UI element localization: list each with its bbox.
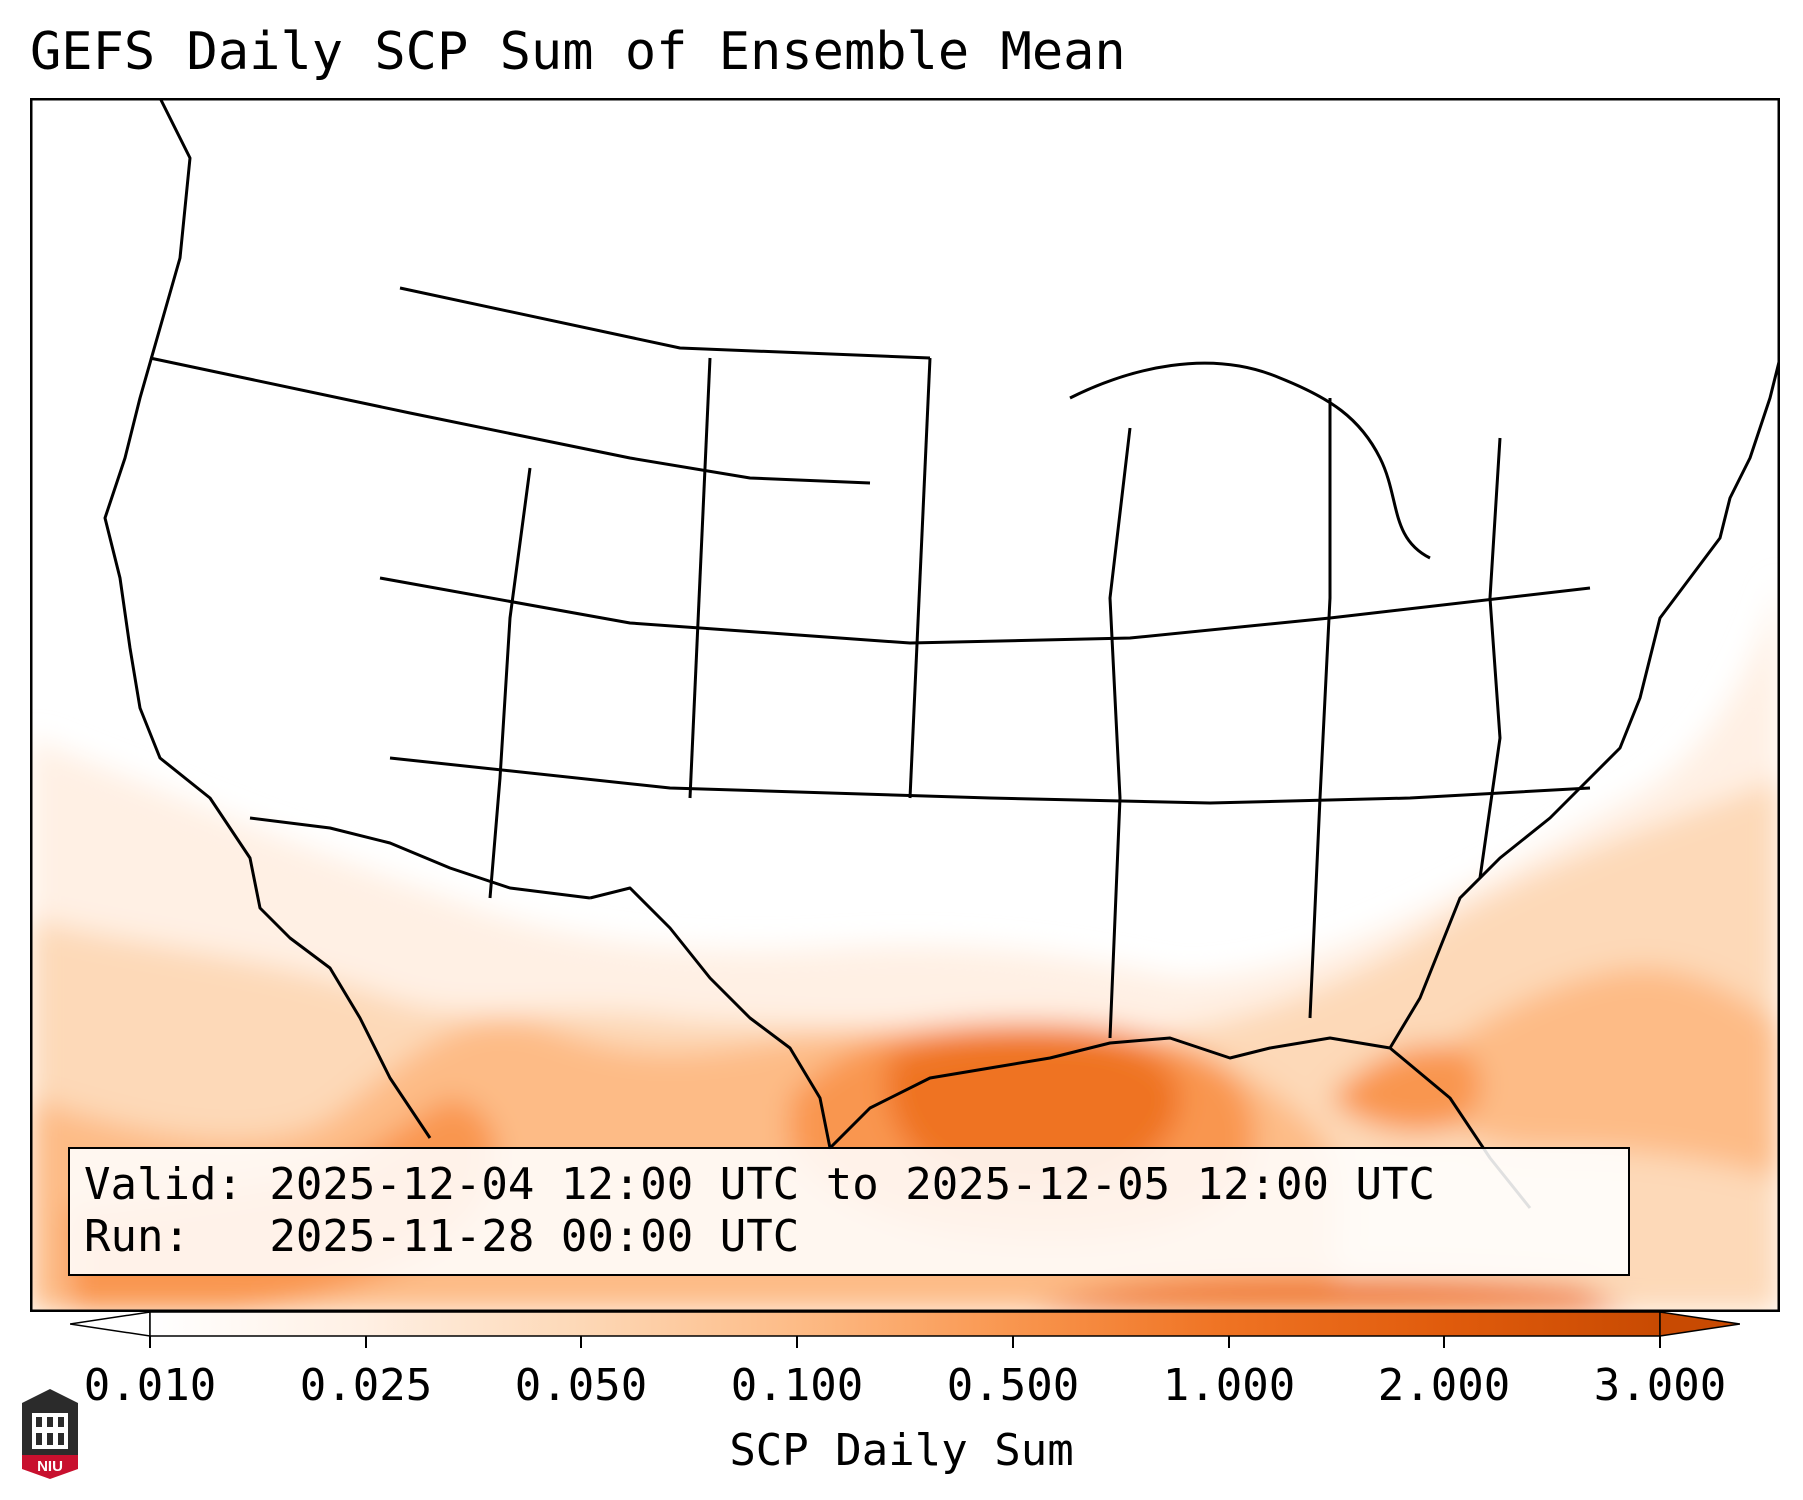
colorbar-ticks xyxy=(149,1336,1661,1348)
colorbar-tick-label: 3.000 xyxy=(1593,1360,1727,1411)
west-coast xyxy=(103,98,432,1139)
colorbar-tick-label: 0.010 xyxy=(83,1360,217,1411)
map-panel xyxy=(30,98,1780,1312)
state-line-4 xyxy=(908,357,932,799)
canada-border xyxy=(399,286,931,360)
state-line-9 xyxy=(1478,437,1502,879)
state-line-8 xyxy=(1308,398,1332,1019)
state-line-1 xyxy=(149,356,871,485)
state-line-5 xyxy=(389,756,1591,805)
state-line-6 xyxy=(379,576,1591,645)
colorbar-max-extend xyxy=(1659,1311,1740,1337)
map-canvas xyxy=(30,98,1780,1312)
colorbar xyxy=(70,1311,1740,1348)
valid-run-box: Valid: 2025-12-04 12:00 UTC to 2025-12-0… xyxy=(68,1147,1630,1276)
map-boundaries xyxy=(103,98,1780,1209)
colorbar-ramp xyxy=(149,1311,1661,1337)
colorbar-tick-label: 0.050 xyxy=(514,1360,648,1411)
colorbar-tick-label: 0.025 xyxy=(299,1360,433,1411)
colorbar-tick-label: 0.500 xyxy=(946,1360,1080,1411)
colorbar-label: SCP Daily Sum xyxy=(729,1425,1074,1476)
east-coast xyxy=(1388,357,1780,1049)
valid-time-text: Valid: 2025-12-04 12:00 UTC to 2025-12-0… xyxy=(84,1159,1436,1210)
us-mexico-border-west xyxy=(249,816,591,900)
great-lakes xyxy=(1069,361,1431,560)
gulf-coast xyxy=(589,886,1532,1209)
run-time-text: Run: 2025-11-28 00:00 UTC xyxy=(84,1211,800,1262)
map-frame xyxy=(30,98,1780,1312)
colorbar-min-extend xyxy=(70,1311,151,1337)
state-line-2 xyxy=(488,467,532,899)
logo-text: NIU xyxy=(37,1458,63,1475)
colorbar-tick-label: 1.000 xyxy=(1162,1360,1296,1411)
map-title: GEFS Daily SCP Sum of Ensemble Mean xyxy=(30,22,1126,82)
state-line-7 xyxy=(1108,427,1132,1039)
colorbar-tick-label: 2.000 xyxy=(1377,1360,1511,1411)
state-line-3 xyxy=(688,357,712,799)
niu-logo: NIU xyxy=(22,1389,78,1479)
colorbar-tick-label: 0.100 xyxy=(730,1360,864,1411)
